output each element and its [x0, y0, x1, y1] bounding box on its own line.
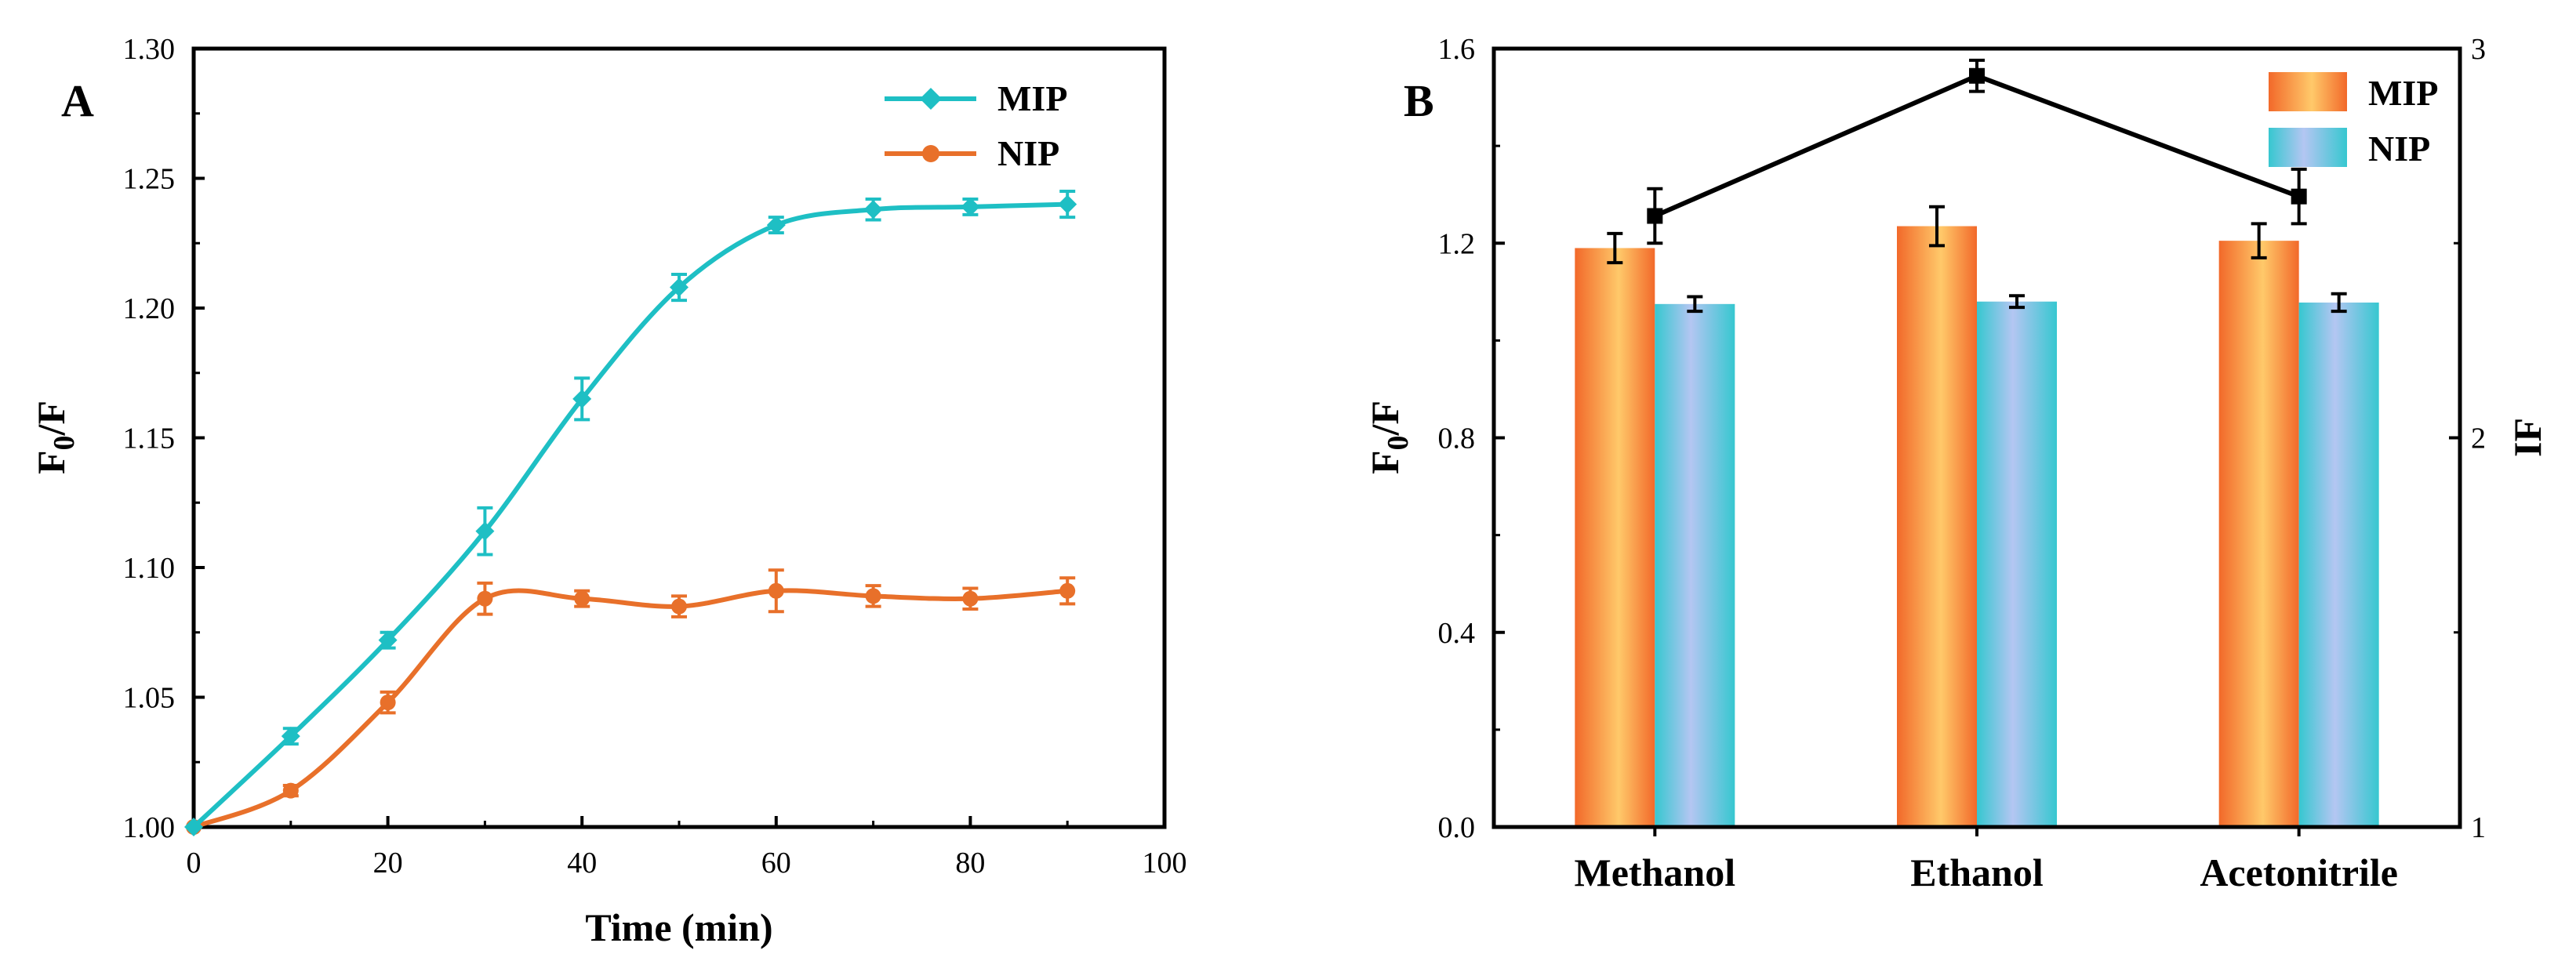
series-mip: [184, 190, 1077, 836]
panel-b-category-label: Ethanol: [1910, 850, 2044, 894]
if-point-square: [1647, 208, 1663, 224]
data-point-diamond: [184, 818, 203, 836]
if-line: [1654, 73, 2300, 219]
panel-b-ticks: 0.0 0.4 0.8 1.2 1.6 1 2 3 Methanol Ethanol Acetoni…: [1438, 33, 2487, 894]
panel-a-x-tick-label: 100: [1143, 847, 1187, 880]
data-point-circle: [1059, 582, 1076, 599]
panel-a-x-tick-label: 60: [761, 847, 791, 880]
panel-a-legend: MIP NIP: [885, 78, 1067, 173]
panel-b-y-title-sub: 0: [1382, 435, 1415, 450]
panel-a-x-tick-label: 20: [373, 847, 403, 880]
panel-b: B 0.0 0.4 0.8 1.2 1.6 1 2 3 Methanol Ethanol Aceto…: [1363, 33, 2549, 894]
panel-b-y-tick-label: 1.6: [1438, 33, 1476, 66]
bar-mip: [2218, 241, 2299, 828]
legend-mip-swatch: [2269, 72, 2347, 111]
bar-nip: [1655, 303, 1735, 827]
bar-mip: [1575, 248, 1655, 827]
data-point-circle: [671, 598, 687, 615]
panel-b-y-tick-label: 0.4: [1438, 617, 1476, 650]
data-point-diamond: [961, 197, 980, 216]
panel-a-y-tick-label: 1.30: [123, 33, 176, 66]
data-point-circle: [380, 695, 396, 711]
data-point-diamond: [1058, 194, 1077, 214]
panel-a-y-tick-label: 1.05: [123, 682, 176, 715]
panel-b-if-series: [1647, 58, 2307, 245]
panel-a-y-axis-title: F0/F: [29, 401, 81, 474]
panel-a-label: A: [61, 75, 94, 126]
legend-mip-label: MIP: [997, 78, 1067, 118]
panel-b-right-y-axis-title: IF: [2505, 418, 2549, 457]
panel-a-x-tick-label: 40: [567, 847, 597, 880]
panel-a-y-title-main: F: [29, 450, 73, 474]
panel-a-y-tick-label: 1.20: [123, 292, 176, 325]
panel-b-right-y-tick-label: 1: [2471, 811, 2486, 844]
panel-a: A 0 20 40 60 80 100 1.00 1.05 1.10 1.15 1.20 1.25 1.…: [29, 33, 1187, 949]
data-point-diamond: [378, 630, 398, 650]
series-nip-line: [192, 588, 1068, 829]
bar-nip: [2298, 302, 2379, 827]
legend-nip-label: NIP: [997, 133, 1059, 173]
data-point-diamond: [863, 200, 883, 219]
panel-a-x-tick-label: 80: [955, 847, 985, 880]
data-point-diamond: [475, 521, 495, 541]
series-nip: [186, 568, 1076, 835]
panel-a-y-tick-label: 1.10: [123, 552, 176, 585]
legend-nip-swatch: [2269, 128, 2347, 167]
data-point-diamond: [572, 389, 592, 408]
panel-a-y-tick-label: 1.25: [123, 163, 176, 196]
data-point-circle: [865, 588, 881, 604]
series-mip-line: [191, 201, 1068, 829]
panel-b-right-y-tick-label: 3: [2471, 33, 2486, 66]
panel-b-bars: [1575, 205, 2379, 828]
if-point-square: [2291, 188, 2307, 205]
bar-nip: [1977, 301, 2057, 828]
data-point-circle: [962, 590, 979, 607]
data-point-circle: [768, 582, 784, 599]
bar-mip: [1897, 226, 1977, 827]
panel-b-y-tick-label: 1.2: [1438, 227, 1476, 260]
panel-b-y-tick-label: 0.8: [1438, 423, 1476, 455]
panel-b-right-y-tick-label: 2: [2471, 423, 2486, 455]
data-point-diamond: [766, 216, 786, 235]
data-point-circle: [574, 590, 590, 607]
data-point-diamond: [281, 727, 300, 746]
panel-b-y-tick-label: 0.0: [1438, 811, 1476, 844]
panel-b-legend: MIP NIP: [2269, 72, 2438, 169]
panel-a-x-tick-label: 0: [187, 847, 202, 880]
data-point-circle: [282, 782, 299, 799]
panel-b-y-axis-title: F0/F: [1363, 401, 1415, 474]
panel-a-series: [184, 190, 1077, 836]
panel-b-y-title-tail: /F: [1363, 401, 1407, 436]
panel-b-label: B: [1404, 75, 1434, 126]
legend-nip-bar-label: NIP: [2368, 129, 2430, 169]
panel-a-ticks: 0 20 40 60 80 100 1.00 1.05 1.10 1.15 1.20 1.25 1.30: [123, 33, 1187, 880]
if-point-square: [1969, 67, 1985, 84]
legend-mip-bar-label: MIP: [2368, 73, 2438, 113]
panel-b-category-label: Acetonitrile: [2200, 850, 2398, 894]
panel-a-y-title-sub: 0: [48, 435, 81, 450]
panel-a-x-axis-title: Time (min): [585, 905, 772, 949]
panel-b-y-title-main: F: [1363, 450, 1407, 474]
panel-a-y-title-tail: /F: [29, 401, 73, 436]
legend-nip-circle-marker: [922, 145, 939, 162]
data-point-circle: [477, 590, 493, 607]
panel-b-category-label: Methanol: [1575, 850, 1736, 894]
panel-a-y-tick-label: 1.15: [123, 423, 176, 455]
legend-mip-diamond-marker: [920, 88, 942, 110]
data-point-diamond: [670, 277, 689, 297]
panel-a-y-tick-label: 1.00: [123, 811, 176, 844]
